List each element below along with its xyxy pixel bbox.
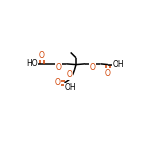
Text: O: O xyxy=(55,78,60,87)
Text: O: O xyxy=(56,63,61,72)
Text: O: O xyxy=(105,69,111,78)
Text: O: O xyxy=(67,70,73,79)
Text: O: O xyxy=(39,51,45,60)
Text: HO: HO xyxy=(26,59,37,68)
Text: OH: OH xyxy=(65,83,76,92)
Text: OH: OH xyxy=(112,60,124,69)
Text: O: O xyxy=(90,63,96,72)
